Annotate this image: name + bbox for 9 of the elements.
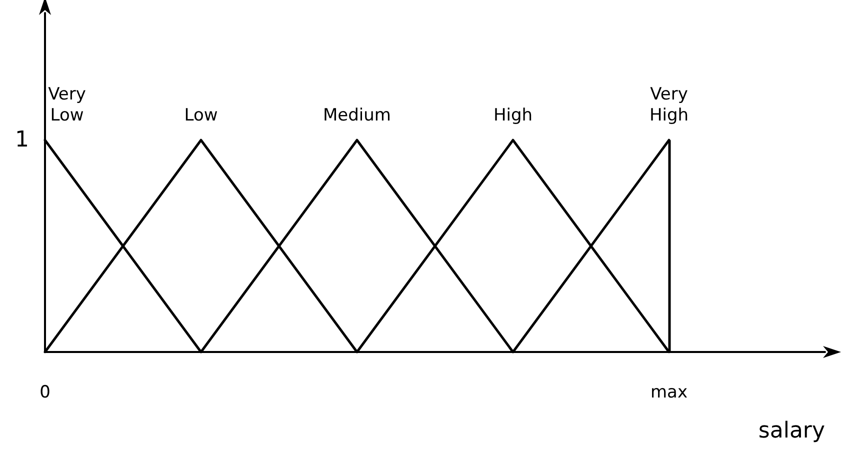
x-axis-title: salary [758,418,825,444]
series-label: Very Low [48,84,86,126]
text: 1 [15,128,29,153]
series-label: Very High [649,84,689,126]
series-label: High [493,106,533,126]
x-tick-label: 0 [40,382,50,402]
series-label: Medium [323,106,391,126]
x-tick-label: max [650,382,688,402]
series-label: Low [184,106,218,126]
